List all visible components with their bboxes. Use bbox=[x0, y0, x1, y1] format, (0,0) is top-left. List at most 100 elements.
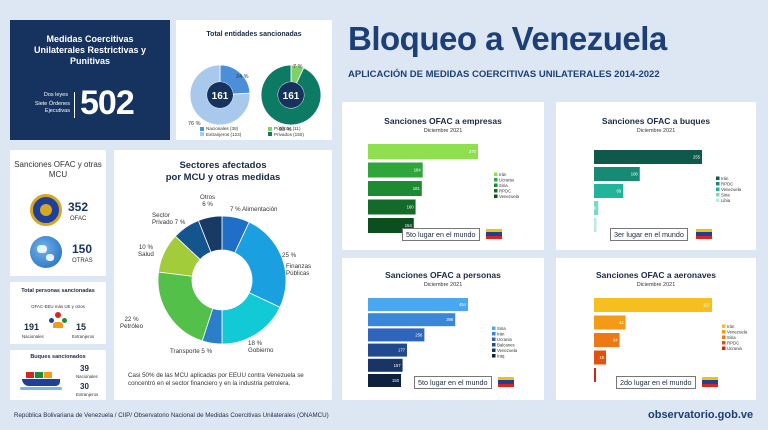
treasury-seal-icon bbox=[30, 194, 62, 226]
bar-value-label: 181 bbox=[413, 186, 421, 191]
legend-swatch bbox=[494, 189, 498, 193]
bar-value-label: 184 bbox=[414, 168, 422, 173]
globe-icon bbox=[30, 236, 62, 268]
panel-aeronaves: Sanciones OFAC a aeronaves Diciembre 202… bbox=[556, 258, 756, 400]
cargo-ship-icon bbox=[20, 370, 62, 392]
donut1-center: 161 bbox=[212, 91, 229, 102]
personas-title: Sanciones OFAC a personas bbox=[385, 270, 501, 280]
measures-box: Medidas Coercitivas Unilaterales Restric… bbox=[10, 20, 170, 140]
footer-source: República Bolivariana de Venezuela / CII… bbox=[14, 412, 329, 419]
bar-value-label: 6 bbox=[592, 223, 595, 228]
bar-value-label: 16 bbox=[599, 355, 604, 360]
legend-swatch bbox=[494, 172, 498, 176]
bar-value-label: 160 bbox=[407, 205, 415, 210]
ofac-value: 352 bbox=[68, 200, 89, 214]
bar-venezuela bbox=[594, 315, 626, 330]
legend-swatch bbox=[494, 178, 498, 182]
sectors-note: Casi 50% de las MCU aplicadas por EEUU c… bbox=[128, 372, 304, 387]
legend-label: Ucrania bbox=[727, 346, 742, 351]
persons-title: Total personas sancionadas bbox=[21, 288, 95, 294]
buques-bars: 255 Irán 108 RPDC 69 Venezuela 10 Siria 6 Libia bbox=[592, 150, 742, 232]
otras-label: OTRAS bbox=[72, 258, 93, 264]
measures-total: 502 bbox=[80, 84, 135, 122]
ofac-title: Sanciones OFAC y otras MCU bbox=[14, 160, 102, 179]
footer-site[interactable]: observatorio.gob.ve bbox=[648, 409, 754, 421]
measures-line2: Siete Órdenes Ejecutivas bbox=[34, 101, 70, 114]
entities-card: Total entidades sancionadas 161 161 24 %… bbox=[176, 20, 332, 140]
personas-bars: 454 Siria 396 Irán 256 Ucrania 177 Balcanes 157 V… bbox=[368, 298, 518, 387]
bar-libia bbox=[594, 218, 597, 232]
legend-swatch bbox=[722, 341, 726, 345]
sectors-donut bbox=[157, 215, 287, 345]
donut1-legend: Nacionales (38) Extranjeros (123) bbox=[200, 126, 241, 137]
ofac-box: Sanciones OFAC y otras MCU 352 OFAC 150 … bbox=[10, 150, 106, 276]
bar-ir-n bbox=[368, 144, 478, 159]
buques-rank: 3er lugar en el mundo bbox=[610, 228, 688, 241]
venezuela-flag-icon bbox=[498, 377, 514, 387]
donut-hole bbox=[192, 250, 252, 310]
otras-value: 150 bbox=[72, 242, 93, 256]
bar-value-label: 108 bbox=[631, 172, 639, 177]
personas-rank: 5to lugar en el mundo bbox=[414, 376, 492, 389]
bar-balcanes bbox=[368, 343, 407, 357]
legend-label: Siria bbox=[499, 183, 508, 188]
legend-swatch bbox=[716, 198, 720, 202]
bar-value-label: 454 bbox=[459, 302, 467, 307]
legend-swatch bbox=[722, 330, 726, 334]
bar-value-label: 10 bbox=[592, 206, 597, 211]
bar-siria bbox=[594, 201, 599, 215]
legend-swatch bbox=[722, 346, 726, 350]
bar-value-label: 177 bbox=[398, 348, 406, 353]
bar-value-label: 154 bbox=[405, 223, 413, 228]
donut-hole bbox=[207, 82, 233, 108]
legend-label: Iraq bbox=[497, 354, 505, 359]
persons-nacionales-value: 191 bbox=[24, 322, 40, 332]
label-otros: Otros 6 % bbox=[200, 194, 216, 208]
ships-extranjeros-value: 30 bbox=[80, 382, 89, 391]
bar-value-label: 34 bbox=[613, 338, 618, 343]
persons-subtitle: OFAC-EEU más UE y otros bbox=[31, 304, 85, 309]
panel-buques: Sanciones OFAC a buques Diciembre 2021 2… bbox=[556, 102, 756, 250]
legend-swatch bbox=[492, 354, 496, 358]
donut2-legend: Públicos (11) Privados (150) bbox=[268, 126, 304, 137]
legend-label: Libia bbox=[721, 198, 731, 203]
sectors-card: Sectores afectados por MCU y otras medid… bbox=[114, 150, 332, 400]
donut1-pct-top: 24 % bbox=[236, 74, 249, 80]
aeronaves-title: Sanciones OFAC a aeronaves bbox=[596, 270, 716, 280]
donut2-center: 161 bbox=[283, 91, 300, 102]
legend-swatch bbox=[492, 348, 496, 352]
ships-nacionales-value: 39 bbox=[80, 364, 89, 373]
legend-label: RPDC bbox=[727, 341, 739, 346]
legend-label: Ucrania bbox=[497, 337, 512, 342]
bar-siria bbox=[594, 333, 620, 347]
bar-rpdc bbox=[594, 167, 640, 181]
legend-swatch bbox=[492, 326, 496, 330]
legend-label: Ucrania bbox=[499, 178, 514, 183]
aeronaves-date: Diciembre 2021 bbox=[636, 282, 676, 288]
entities-donuts: 161 161 24 % 76 % 7 % 93 % bbox=[188, 64, 322, 133]
legend-label: Irán bbox=[727, 324, 735, 329]
bar-ir-n bbox=[594, 150, 702, 164]
legend-label: Siria bbox=[497, 326, 506, 331]
bar-value-label: 157 bbox=[703, 303, 711, 308]
legend-swatch bbox=[716, 193, 720, 197]
label-privado: Sector Privado 7 % bbox=[152, 212, 186, 226]
ships-title: Buques sancionados bbox=[30, 354, 86, 360]
label-alimentacion: 7 % Alimentación bbox=[230, 206, 278, 213]
label-finanzas-pct: 25 % bbox=[282, 252, 297, 259]
legend-label: RPDC bbox=[721, 182, 733, 187]
venezuela-flag-icon bbox=[696, 229, 712, 239]
bar-iraq bbox=[368, 374, 402, 387]
bar-value-label: 1 bbox=[592, 373, 595, 378]
entities-title: Total entidades sancionadas bbox=[206, 31, 302, 38]
ofac-label: OFAC bbox=[70, 216, 87, 222]
bar-value-label: 370 bbox=[469, 149, 477, 154]
persons-box: Total personas sancionadas OFAC-EEU más … bbox=[10, 282, 106, 344]
page-subtitle: APLICACIÓN DE MEDIDAS COERCITIVAS UNILAT… bbox=[348, 69, 660, 80]
legend-swatch bbox=[722, 324, 726, 328]
legend-swatch bbox=[492, 332, 496, 336]
bar-venezuela bbox=[594, 184, 624, 198]
measures-title: Medidas Coercitivas Unilaterales Restric… bbox=[33, 34, 147, 66]
legend-swatch bbox=[716, 176, 720, 180]
bar-value-label: 255 bbox=[693, 155, 701, 160]
